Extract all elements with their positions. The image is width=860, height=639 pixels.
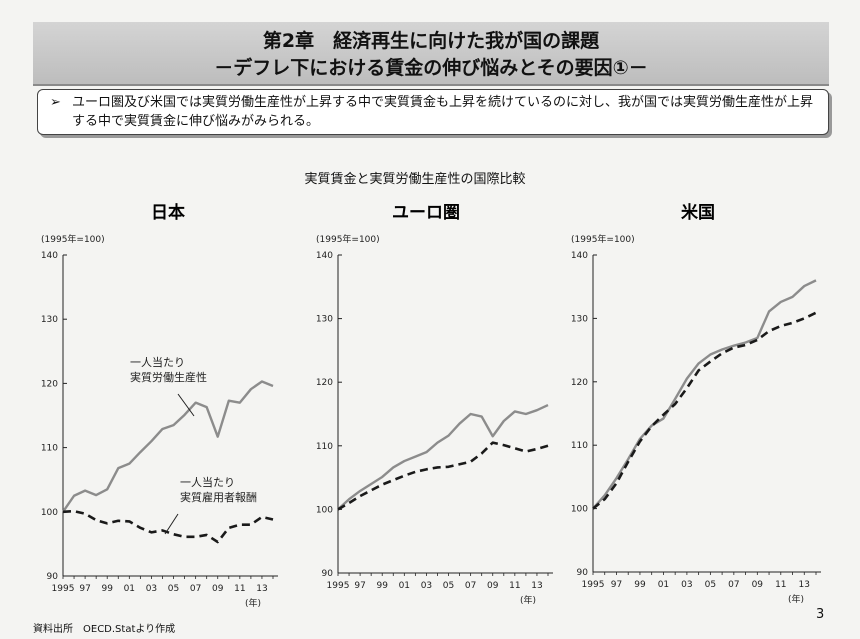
annotation-label: 実質雇用者報酬	[180, 490, 257, 504]
annotation-label: 一人当たり	[130, 355, 185, 369]
x-tick-label: 97	[611, 580, 622, 590]
y-tick-label: 90	[322, 569, 334, 579]
panel-title: 米国	[681, 202, 715, 223]
y-tick-label: 90	[47, 572, 59, 582]
x-axis-label: (年)	[245, 597, 261, 609]
y-tick-label: 90	[577, 568, 589, 578]
series-line-wage	[337, 441, 549, 511]
x-tick-label: 01	[658, 580, 669, 590]
y-unit-label: (1995年=100)	[316, 233, 380, 245]
series-line-wage	[62, 509, 274, 544]
y-tick-label: 140	[41, 251, 58, 261]
x-tick-label: 07	[728, 580, 739, 590]
bullet-arrow-icon: ➢	[50, 95, 61, 110]
x-tick-label: 1995	[52, 584, 75, 594]
y-tick-label: 120	[41, 379, 58, 389]
annotation-label: 一人当たり	[180, 475, 235, 489]
y-unit-label: (1995年=100)	[571, 233, 635, 245]
x-tick-label: 03	[421, 581, 432, 591]
summary-box: ➢ ユーロ圏及び米国では実質労働生産性が上昇する中で実質賃金も上昇を続けているの…	[37, 89, 829, 135]
x-tick-label: 99	[634, 580, 646, 590]
chart-eurozone: ユーロ圏 (1995年=100) 90 100 110 120 130 140 1995 97 99…	[316, 203, 553, 606]
x-tick-label: 13	[799, 580, 810, 590]
page-subtitle: －デフレ下における賃金の伸び悩みとその要因①－	[214, 57, 648, 79]
x-tick-label: 01	[399, 581, 410, 591]
x-tick-label: 97	[354, 581, 365, 591]
x-axis-label: (年)	[788, 593, 804, 605]
x-tick-label: 09	[487, 581, 499, 591]
series-line-productivity	[62, 380, 274, 513]
y-tick-label: 100	[41, 508, 58, 518]
y-tick-label: 130	[41, 315, 58, 325]
x-axis-label: (年)	[520, 594, 536, 606]
x-tick-label: 07	[190, 584, 201, 594]
y-tick-label: 110	[571, 441, 588, 451]
annotation-leader-line	[177, 393, 195, 417]
series-line-productivity	[337, 404, 549, 511]
annotation-leader-line	[164, 513, 179, 535]
y-tick-label: 100	[571, 505, 588, 515]
x-tick-label: 03	[681, 580, 692, 590]
x-tick-label: 13	[531, 581, 542, 591]
x-tick-label: 1995	[582, 580, 605, 590]
panel-title: ユーロ圏	[392, 203, 460, 223]
x-tick-label: 13	[256, 584, 267, 594]
x-tick-label: 05	[168, 584, 179, 594]
x-tick-label: 05	[443, 581, 454, 591]
x-tick-label: 99	[376, 581, 388, 591]
page-title: 第2章 経済再生に向けた我が国の課題	[262, 30, 600, 52]
y-tick-label: 100	[316, 505, 333, 515]
y-tick-label: 130	[571, 314, 588, 324]
series-line-productivity	[592, 279, 817, 510]
x-tick-label: 03	[146, 584, 157, 594]
x-tick-label: 05	[705, 580, 716, 590]
title-banner: 第2章 経済再生に向けた我が国の課題 －デフレ下における賃金の伸び悩みとその要因…	[33, 22, 829, 86]
summary-text: ユーロ圏及び米国では実質労働生産性が上昇する中で実質賃金も上昇を続けているのに対…	[72, 95, 814, 129]
annotation-label: 実質労働生産性	[130, 370, 207, 384]
x-tick-label: 97	[79, 584, 90, 594]
x-tick-label: 09	[752, 580, 764, 590]
y-tick-label: 140	[571, 251, 588, 261]
series-line-wage	[592, 311, 817, 510]
chart-usa: 米国 (1995年=100) 90 100 110 120 130 140 1995 97 99 01…	[571, 202, 821, 605]
source-note: 資料出所 OECD.Statより作成	[33, 624, 176, 635]
x-tick-label: 11	[775, 580, 786, 590]
page-number: 3	[816, 607, 825, 622]
x-tick-label: 11	[509, 581, 520, 591]
y-tick-label: 130	[316, 315, 333, 325]
y-tick-label: 110	[316, 442, 333, 452]
chart-section-title: 実質賃金と実質労働生産性の国際比較	[304, 172, 526, 187]
x-tick-label: 09	[212, 584, 224, 594]
x-tick-label: 99	[101, 584, 113, 594]
panel-title: 日本	[151, 202, 185, 223]
y-unit-label: (1995年=100)	[41, 233, 105, 245]
y-tick-label: 110	[41, 444, 58, 454]
y-tick-label: 120	[316, 378, 333, 388]
x-tick-label: 01	[124, 584, 135, 594]
x-tick-label: 11	[234, 584, 245, 594]
y-tick-label: 120	[571, 378, 588, 388]
chart-japan: 日本 (1995年=100) 90 100 110 120 130 140 1995 97 99 01…	[41, 202, 278, 609]
x-tick-label: 07	[465, 581, 476, 591]
y-tick-label: 140	[316, 251, 333, 261]
x-tick-label: 1995	[327, 581, 350, 591]
